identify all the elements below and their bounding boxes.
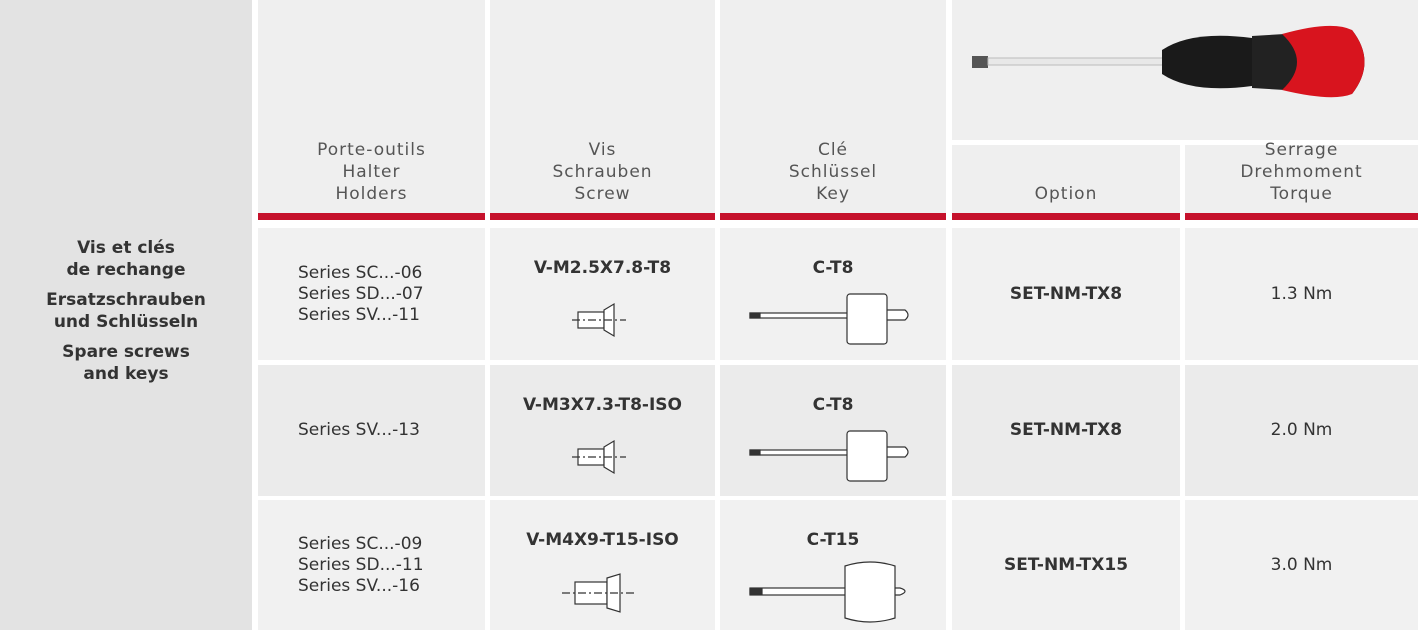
- screw-icon: [572, 439, 626, 475]
- label-line: Ersatzschrauben: [46, 290, 206, 310]
- column-header: Option: [952, 145, 1180, 220]
- torque-cell: 1.3 Nm: [1185, 228, 1418, 360]
- holder-line: Series SC...-09: [298, 533, 423, 554]
- holders-cell: Series SC...-06 Series SD...-07 Series SV.…: [258, 228, 485, 360]
- header-line: Schlüssel: [788, 162, 878, 182]
- column-header: Clé Schlüssel Key: [720, 0, 946, 220]
- holder-line: Series SD...-11: [298, 554, 424, 575]
- header-line: Drehmoment: [1240, 162, 1363, 182]
- holder-line: Series SV...-13: [298, 420, 420, 440]
- label-line: und Schlüsseln: [53, 312, 199, 332]
- header-line: Vis: [588, 140, 617, 160]
- header-line: Halter: [342, 162, 401, 182]
- screw-cell: V-M2.5X7.8-T8: [490, 228, 715, 360]
- header-line: Serrage: [1264, 140, 1339, 160]
- screwdriver-image: [972, 25, 1365, 98]
- header-line: Clé: [817, 140, 849, 160]
- torque-value: 3.0 Nm: [1270, 554, 1333, 575]
- screw-code: V-M4X9-T15-ISO: [526, 530, 679, 550]
- header-line: Key: [816, 184, 850, 204]
- column-header: Vis Schrauben Screw: [490, 0, 715, 220]
- label-line: Vis et clés: [77, 238, 175, 258]
- holder-line: Series SC...-06: [298, 262, 423, 283]
- label-line: Spare screws: [62, 342, 190, 362]
- holder-line: Series SV...-16: [298, 575, 420, 596]
- key-icon: [749, 293, 909, 345]
- label-group: Vis et clés de rechange: [67, 237, 186, 281]
- torque-cell: 2.0 Nm: [1185, 365, 1418, 496]
- option-cell: SET-NM-TX8: [952, 365, 1180, 496]
- torque-cell: 3.0 Nm: [1185, 500, 1418, 630]
- key-cell: C-T8: [720, 228, 946, 360]
- torque-value: 1.3 Nm: [1270, 283, 1333, 304]
- option-cell: SET-NM-TX15: [952, 500, 1180, 630]
- option-code: SET-NM-TX15: [1003, 554, 1129, 575]
- torque-value: 2.0 Nm: [1270, 420, 1333, 440]
- screw-icon: [562, 573, 635, 613]
- header-line: Schrauben: [552, 162, 653, 182]
- holders-cell: Series SC...-09 Series SD...-11 Series SV.…: [258, 500, 485, 630]
- column-header: Porte-outils Halter Holders: [258, 0, 485, 220]
- screw-cell: V-M4X9-T15-ISO: [490, 500, 715, 630]
- label-group: Ersatzschrauben und Schlüsseln: [46, 289, 206, 333]
- option-code: SET-NM-TX8: [1009, 283, 1123, 304]
- column-header: Serrage Drehmoment Torque: [1185, 140, 1418, 220]
- label-line: de rechange: [66, 260, 186, 280]
- holder-line: Series SV...-11: [298, 304, 420, 325]
- key-code: C-T15: [806, 530, 860, 550]
- screw-icon: [572, 302, 626, 338]
- header-line: Porte-outils: [317, 140, 426, 160]
- key-icon: [749, 561, 906, 623]
- side-label: Vis et clés de rechange Ersatzschrauben und…: [0, 0, 252, 630]
- header-line: Holders: [335, 184, 408, 204]
- option-cell: SET-NM-TX8: [952, 228, 1180, 360]
- label-group: Spare screws and keys: [62, 341, 190, 385]
- key-icon: [749, 430, 909, 482]
- header-line: Torque: [1270, 184, 1333, 204]
- screw-code: V-M3X7.3-T8-ISO: [522, 395, 682, 415]
- option-code: SET-NM-TX8: [1009, 420, 1123, 440]
- header-line: Option: [1034, 184, 1098, 204]
- header-line: Screw: [574, 184, 631, 204]
- tool-image-cell: [952, 0, 1418, 140]
- screw-cell: V-M3X7.3-T8-ISO: [490, 365, 715, 496]
- screw-code: V-M2.5X7.8-T8: [533, 258, 672, 278]
- key-code: C-T8: [812, 395, 854, 415]
- holder-line: Series SD...-07: [298, 283, 424, 304]
- key-cell: C-T8: [720, 365, 946, 496]
- key-cell: C-T15: [720, 500, 946, 630]
- label-line: and keys: [83, 364, 169, 384]
- key-code: C-T8: [812, 258, 854, 278]
- holders-cell: Series SV...-13: [258, 365, 485, 496]
